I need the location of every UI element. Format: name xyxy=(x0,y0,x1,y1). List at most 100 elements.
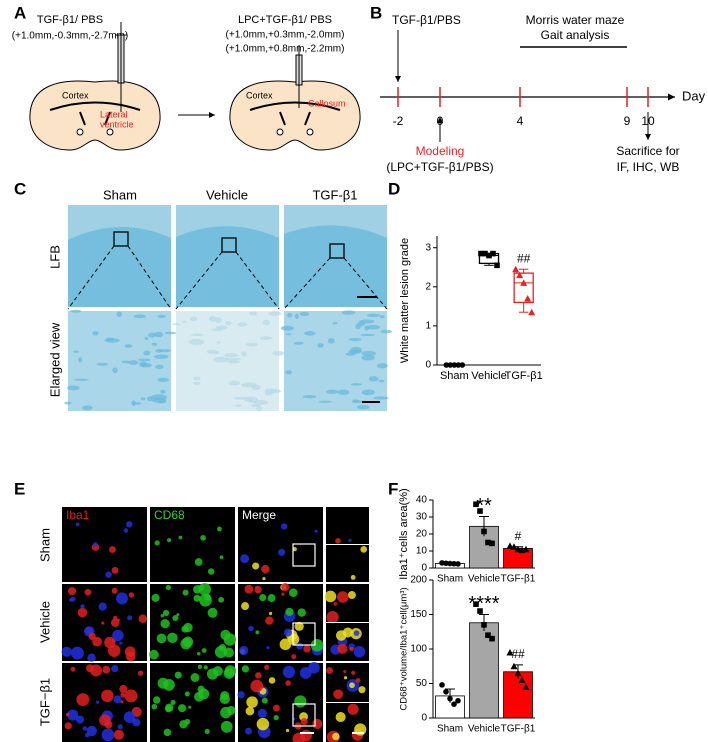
texture xyxy=(361,355,375,361)
cell xyxy=(246,696,258,708)
cell xyxy=(261,697,268,704)
cell xyxy=(265,616,274,625)
cell xyxy=(93,542,98,547)
cell xyxy=(360,546,368,553)
cell xyxy=(151,703,158,710)
cell xyxy=(200,534,206,541)
texture xyxy=(285,370,293,375)
texture xyxy=(256,405,263,412)
cell xyxy=(203,665,208,670)
cell xyxy=(95,700,100,704)
cell xyxy=(347,591,356,600)
texture xyxy=(81,405,93,411)
x-tick-label: Sham xyxy=(440,370,469,382)
texture xyxy=(373,396,389,400)
panel-a: TGF-β1/ PBS (+1.0mm,-0.3mm,-2.7mm) Corte… xyxy=(12,14,361,151)
cell xyxy=(197,685,205,693)
channel-label: CD68 xyxy=(154,508,185,522)
cell xyxy=(245,727,252,735)
data-point xyxy=(514,669,522,677)
cell xyxy=(300,718,308,726)
texture xyxy=(244,396,259,403)
data-point xyxy=(447,560,453,567)
y-tick-label: 2 xyxy=(425,281,431,292)
cell xyxy=(314,529,318,533)
column-header: Sham xyxy=(103,187,137,202)
cell xyxy=(102,665,111,674)
row-label: LFB xyxy=(47,245,62,269)
cell xyxy=(111,566,119,574)
data-point xyxy=(490,250,496,257)
texture xyxy=(133,314,147,319)
y-axis-label: White matter lesion grade xyxy=(399,238,411,363)
texture xyxy=(350,346,362,353)
cell xyxy=(241,602,250,611)
cell xyxy=(176,613,180,617)
brain-label: Callosum xyxy=(308,98,346,108)
timeline-tick-label: 10 xyxy=(641,114,655,128)
cell xyxy=(194,558,203,566)
y-tick-label: 3 xyxy=(425,242,431,253)
y-tick-label: 50 xyxy=(416,678,428,689)
panel-e: Sham Vehicle TGF−β1 xyxy=(37,528,52,726)
cell xyxy=(107,644,121,657)
texture xyxy=(73,350,79,353)
texture xyxy=(304,331,316,336)
cell xyxy=(283,628,292,637)
data-point xyxy=(439,560,445,566)
cell xyxy=(123,711,136,723)
sacrifice-label: IF, IHC, WB xyxy=(617,160,680,174)
cell xyxy=(196,651,201,656)
brain-schematic xyxy=(229,80,361,151)
texture xyxy=(206,349,217,354)
texture xyxy=(147,332,157,338)
cell xyxy=(216,526,222,532)
cell xyxy=(117,724,123,730)
cell xyxy=(190,673,200,682)
panel-label: E xyxy=(14,479,25,498)
texture xyxy=(379,315,385,319)
cell xyxy=(281,583,290,592)
texture xyxy=(325,389,339,394)
texture xyxy=(154,331,164,338)
brain-structure xyxy=(49,101,141,126)
cell xyxy=(350,574,356,580)
zoom-line xyxy=(175,251,223,310)
cell xyxy=(241,665,250,673)
cell xyxy=(153,696,161,704)
cell xyxy=(116,592,128,605)
texture xyxy=(188,339,205,346)
cell xyxy=(324,590,337,603)
significance-label: **** xyxy=(468,593,499,615)
texture xyxy=(92,331,99,336)
cell xyxy=(165,703,174,712)
cell xyxy=(254,586,262,594)
texture xyxy=(155,364,164,370)
cell xyxy=(61,646,72,657)
texture xyxy=(380,329,393,334)
texture xyxy=(189,316,198,322)
data-point xyxy=(459,362,466,368)
cell xyxy=(112,629,124,642)
texture xyxy=(227,359,241,364)
texture xyxy=(225,357,242,361)
data-point xyxy=(477,508,483,514)
data-point xyxy=(489,540,495,547)
texture xyxy=(143,350,151,356)
texture xyxy=(160,389,166,394)
cell xyxy=(348,538,352,542)
data-point xyxy=(451,362,458,368)
y-tick-label: 30 xyxy=(416,512,428,523)
timeline-tick-label: -2 xyxy=(393,114,404,128)
texture xyxy=(157,377,169,383)
texture xyxy=(193,376,201,381)
texture xyxy=(376,363,388,369)
cell xyxy=(337,643,348,654)
x-tick-label: TGF-β1 xyxy=(505,370,543,382)
texture xyxy=(131,400,136,407)
cell xyxy=(342,627,353,638)
data-point xyxy=(478,250,484,257)
texture xyxy=(355,323,361,330)
cell xyxy=(77,607,88,618)
cell xyxy=(287,633,300,645)
